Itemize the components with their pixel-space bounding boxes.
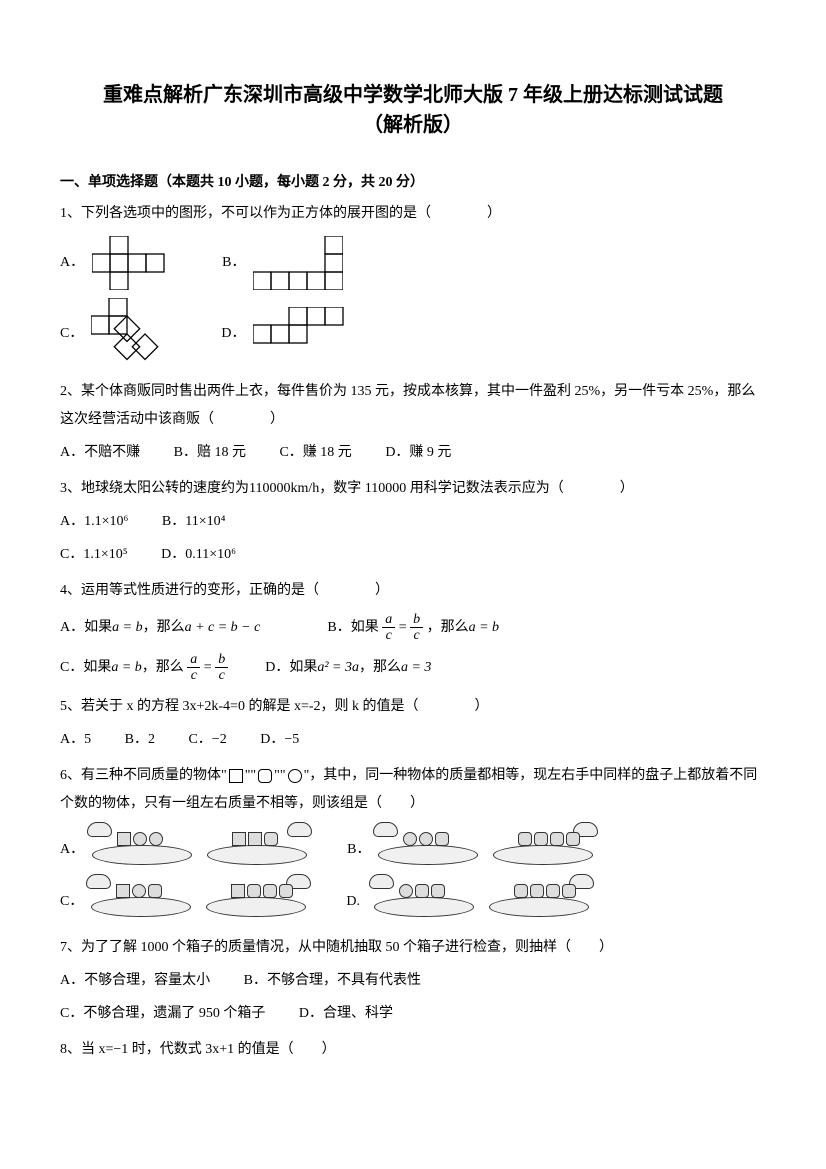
balance-diagram-b bbox=[378, 830, 593, 870]
question-7: 7、为了了解 1000 个箱子的质量情况，从中随机抽取 50 个箱子进行检查，则… bbox=[60, 934, 766, 1028]
option-label: C． bbox=[60, 320, 83, 348]
q7-option-d: D．合理、科学 bbox=[299, 1006, 393, 1021]
balance-diagram-d bbox=[374, 882, 589, 922]
q4-option-b: B．如果 ac = bc ，那么a = b bbox=[327, 620, 499, 635]
section-1-header: 一、单项选择题（本题共 10 小题，每小题 2 分，共 20 分） bbox=[60, 170, 766, 195]
q1-option-b: B． bbox=[222, 236, 343, 290]
balance-diagram-c bbox=[91, 882, 306, 922]
q1-option-c: C． bbox=[60, 298, 181, 370]
rounded-shape-icon bbox=[258, 769, 272, 783]
title-line-2: （解析版） bbox=[60, 110, 766, 140]
cube-net-d-diagram bbox=[253, 307, 361, 361]
option-label: D. bbox=[346, 888, 366, 916]
square-shape-icon bbox=[229, 769, 243, 783]
question-2: 2、某个体商贩同时售出两件上衣，每件售价为 135 元，按成本核算，其中一件盈利… bbox=[60, 378, 766, 467]
question-5: 5、若关于 x 的方程 3x+2k-4=0 的解是 x=-2，则 k 的值是（ … bbox=[60, 693, 766, 754]
q6-option-d: D. bbox=[346, 882, 589, 922]
question-6-text: 6、有三种不同质量的物体""""""，其中，同一种物体的质量都相等，现左右手中同… bbox=[60, 762, 766, 818]
q2-option-d: D．赚 9 元 bbox=[385, 445, 451, 460]
q2-option-c: C．赚 18 元 bbox=[279, 445, 351, 460]
title-line-1: 重难点解析广东深圳市高级中学数学北师大版 7 年级上册达标测试试题 bbox=[60, 80, 766, 110]
question-7-text: 7、为了了解 1000 个箱子的质量情况，从中随机抽取 50 个箱子进行检查，则… bbox=[60, 934, 766, 962]
q5-option-d: D．−5 bbox=[260, 732, 299, 747]
option-label: C． bbox=[60, 888, 83, 916]
question-1-text: 1、下列各选项中的图形，不可以作为正方体的展开图的是（ ） bbox=[60, 200, 766, 228]
question-2-text: 2、某个体商贩同时售出两件上衣，每件售价为 135 元，按成本核算，其中一件盈利… bbox=[60, 378, 766, 434]
q1-option-d: D． bbox=[221, 307, 361, 361]
question-8: 8、当 x=−1 时，代数式 3x+1 的值是（ ） bbox=[60, 1036, 766, 1064]
q7-option-a: A．不够合理，容量太小 bbox=[60, 973, 210, 988]
q7-option-c: C．不够合理，遗漏了 950 个箱子 bbox=[60, 1006, 265, 1021]
question-4: 4、运用等式性质进行的变形，正确的是（ ） A．如果a = b，那么a + c … bbox=[60, 577, 766, 685]
question-4-text: 4、运用等式性质进行的变形，正确的是（ ） bbox=[60, 577, 766, 605]
q2-option-a: A．不赔不赚 bbox=[60, 445, 140, 460]
option-label: B． bbox=[347, 836, 370, 864]
q5-option-a: A．5 bbox=[60, 732, 91, 747]
option-label: A． bbox=[60, 249, 84, 277]
q3-option-b: B．11×10⁴ bbox=[162, 514, 226, 529]
q4-option-c: C．如果a = b，那么 ac = bc bbox=[60, 660, 232, 675]
q3-option-d: D．0.11×10⁶ bbox=[161, 547, 236, 562]
option-label: D． bbox=[221, 320, 245, 348]
q1-option-a: A． bbox=[60, 236, 182, 290]
cube-net-b-diagram bbox=[253, 236, 343, 290]
q4-option-d: D．如果a² = 3a，那么a = 3 bbox=[265, 660, 431, 675]
q6-option-c: C． bbox=[60, 882, 306, 922]
question-5-text: 5、若关于 x 的方程 3x+2k-4=0 的解是 x=-2，则 k 的值是（ … bbox=[60, 693, 766, 721]
q5-option-b: B．2 bbox=[125, 732, 155, 747]
cube-net-a-diagram bbox=[92, 236, 182, 290]
question-1: 1、下列各选项中的图形，不可以作为正方体的展开图的是（ ） A． B． C． bbox=[60, 200, 766, 370]
q3-option-a: A．1.1×10⁶ bbox=[60, 514, 128, 529]
option-label: A． bbox=[60, 836, 84, 864]
q5-option-c: C．−2 bbox=[188, 732, 226, 747]
q7-option-b: B．不够合理，不具有代表性 bbox=[244, 973, 421, 988]
q2-option-b: B．赔 18 元 bbox=[174, 445, 246, 460]
q6-option-b: B． bbox=[347, 830, 593, 870]
option-label: B． bbox=[222, 249, 245, 277]
q3-option-c: C．1.1×10⁵ bbox=[60, 547, 128, 562]
question-3-text: 3、地球绕太阳公转的速度约为110000km/h，数字 110000 用科学记数… bbox=[60, 475, 766, 503]
q4-option-a: A．如果a = b，那么a + c = b − c bbox=[60, 620, 264, 635]
question-3: 3、地球绕太阳公转的速度约为110000km/h，数字 110000 用科学记数… bbox=[60, 475, 766, 569]
circle-shape-icon bbox=[288, 769, 302, 783]
cube-net-c-diagram bbox=[91, 298, 181, 370]
question-6: 6、有三种不同质量的物体""""""，其中，同一种物体的质量都相等，现左右手中同… bbox=[60, 762, 766, 922]
question-8-text: 8、当 x=−1 时，代数式 3x+1 的值是（ ） bbox=[60, 1036, 766, 1064]
balance-diagram-a bbox=[92, 830, 307, 870]
q6-option-a: A． bbox=[60, 830, 307, 870]
